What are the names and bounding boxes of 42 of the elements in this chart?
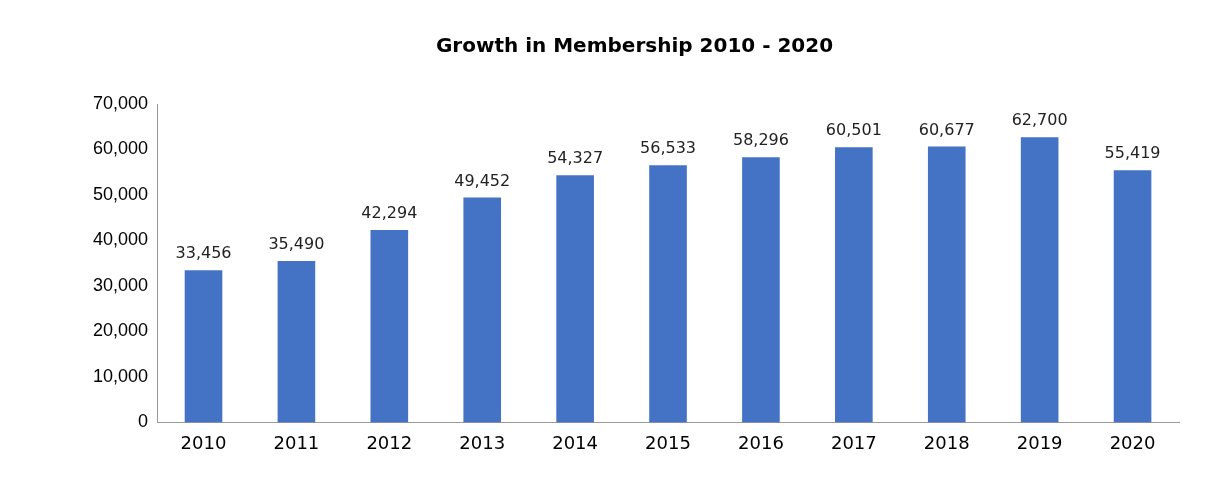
y-tick-label: 10,000 (92, 365, 149, 386)
data-label: 62,700 (1011, 110, 1068, 130)
data-label: 60,501 (825, 120, 882, 140)
y-tick-label: 20,000 (92, 320, 149, 341)
x-tick-label: 2019 (1016, 431, 1063, 453)
bar (1113, 170, 1152, 423)
x-tick-label: 2018 (923, 431, 970, 453)
bar (277, 260, 316, 423)
y-tick-label: 50,000 (92, 183, 149, 204)
y-tick-label: 30,000 (92, 274, 149, 295)
bar (742, 157, 780, 423)
data-label: 58,296 (732, 130, 789, 150)
data-label: 55,419 (1104, 143, 1161, 163)
y-tick-label: 60,000 (92, 138, 149, 159)
x-tick-label: 2010 (180, 431, 227, 453)
y-tick-label: 70,000 (92, 92, 149, 113)
x-tick-label: 2013 (459, 431, 506, 453)
bar (184, 270, 223, 423)
chart-title: Growth in Membership 2010 - 2020 (435, 33, 834, 58)
bar (835, 147, 873, 423)
bar (556, 175, 594, 423)
data-label: 35,490 (268, 234, 325, 254)
data-label: 56,533 (640, 138, 697, 158)
x-tick-label: 2020 (1109, 431, 1156, 453)
x-tick-label: 2014 (552, 431, 599, 453)
bar (370, 230, 409, 423)
data-label: 54,327 (547, 148, 604, 168)
bar (1020, 137, 1059, 423)
data-label: 33,456 (175, 243, 232, 263)
bar (463, 197, 502, 423)
x-tick-label: 2016 (738, 431, 784, 453)
x-tick-label: 2015 (645, 431, 691, 453)
y-tick-label: 40,000 (92, 229, 149, 250)
data-label: 60,677 (918, 119, 975, 139)
y-tick-label: 0 (138, 411, 149, 432)
data-label: 49,452 (454, 170, 511, 190)
x-tick-label: 2012 (366, 431, 413, 453)
bar (927, 146, 966, 423)
x-tick-label: 2017 (830, 431, 877, 453)
bar (649, 165, 687, 423)
x-tick-label: 2011 (273, 431, 320, 453)
data-label: 42,294 (361, 203, 418, 223)
